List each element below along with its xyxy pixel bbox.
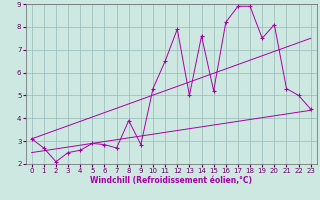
X-axis label: Windchill (Refroidissement éolien,°C): Windchill (Refroidissement éolien,°C) xyxy=(90,176,252,185)
